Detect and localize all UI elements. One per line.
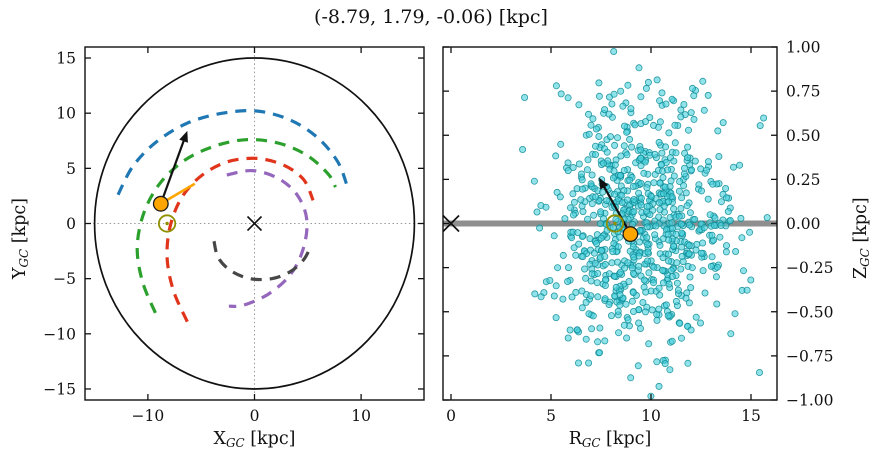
x-tick-label: −10	[132, 407, 165, 425]
y-tick-label: −5	[53, 270, 76, 288]
galaxy-boundary-circle	[93, 57, 416, 390]
axis-unit: [kpc]	[244, 429, 296, 449]
y-tick-label: −10	[43, 325, 76, 343]
x-tick-label: 5	[546, 407, 556, 425]
y-tick-label: 10	[56, 105, 76, 123]
sun-marker	[605, 214, 625, 233]
x-tick-label: 15	[741, 407, 761, 425]
y-tick-label: −15	[43, 380, 76, 398]
axis-letter: X	[213, 429, 227, 449]
x-tick-label: 0	[446, 407, 456, 425]
y-tick-label: −1.00	[786, 392, 834, 410]
velocity-arrow	[159, 130, 188, 205]
galactic-xy-map-content	[85, 47, 424, 400]
axis-subscript: GC	[858, 248, 873, 267]
axis-letter: R	[568, 429, 582, 449]
star-marker	[152, 195, 169, 212]
y-tick-label: 0	[66, 215, 76, 233]
x-tick-label: 10	[351, 407, 371, 425]
axis-letter: Z	[851, 266, 871, 279]
y-tick-label: 15	[56, 50, 76, 68]
y-tick-label: 5	[66, 160, 76, 178]
y-tick-label: −0.75	[786, 347, 834, 365]
x-tick-label: 0	[250, 407, 260, 425]
velocity-arrow	[599, 177, 632, 235]
galactic-rz-map-axes: 0 5 10 15 1.00 0.75 0.50 0.25 0.00 −0.25 −0.50 −0.7…	[442, 39, 834, 425]
perseus-arm	[135, 137, 337, 314]
norma-arm	[212, 240, 313, 282]
sagittarius-carina-arm	[165, 156, 315, 323]
sun-marker	[157, 214, 177, 233]
star-marker	[622, 226, 639, 243]
axis-subscript: GC	[17, 248, 32, 268]
galactic-xy-map-axes: −10 0 10 −15 −10 −5 0 5 10 15	[43, 46, 425, 425]
xaxis-label-right-panel: RGC [kpc]	[443, 429, 777, 451]
galactic-center-marker	[443, 214, 460, 233]
figure-title: (-8.79, 1.79, -0.06) [kpc]	[314, 6, 548, 28]
y-tick-label: 0.00	[786, 215, 821, 233]
y-tick-label: 0.25	[786, 171, 821, 189]
axis-subscript: GC	[226, 436, 245, 451]
x-tick-label: 10	[641, 407, 661, 425]
axis-unit: [kpc]	[10, 198, 30, 249]
galactic-rz-map-content	[443, 48, 777, 400]
yaxis-label-left-panel: YGC [kpc]	[10, 198, 32, 279]
outer-arm	[116, 108, 349, 196]
axes-frame	[84, 46, 425, 401]
xaxis-label-left-panel: XGC [kpc]	[85, 429, 424, 451]
y-tick-label: −0.50	[786, 303, 834, 321]
y-tick-label: 0.50	[786, 127, 821, 145]
axis-letter: Y	[10, 267, 30, 279]
axis-unit: [kpc]	[600, 429, 652, 449]
yaxis-label-right-panel: ZGC [kpc]	[851, 197, 873, 279]
axis-unit: [kpc]	[851, 197, 871, 249]
y-tick-label: −0.25	[786, 259, 834, 277]
axes-frame	[442, 46, 778, 401]
star-sample-scatter	[519, 48, 771, 400]
y-tick-label: 1.00	[786, 39, 821, 57]
y-tick-label: 0.75	[786, 83, 821, 101]
scutum-centaurus-arm	[226, 168, 309, 308]
galactic-center-marker	[246, 215, 263, 232]
axis-subscript: GC	[581, 436, 601, 451]
